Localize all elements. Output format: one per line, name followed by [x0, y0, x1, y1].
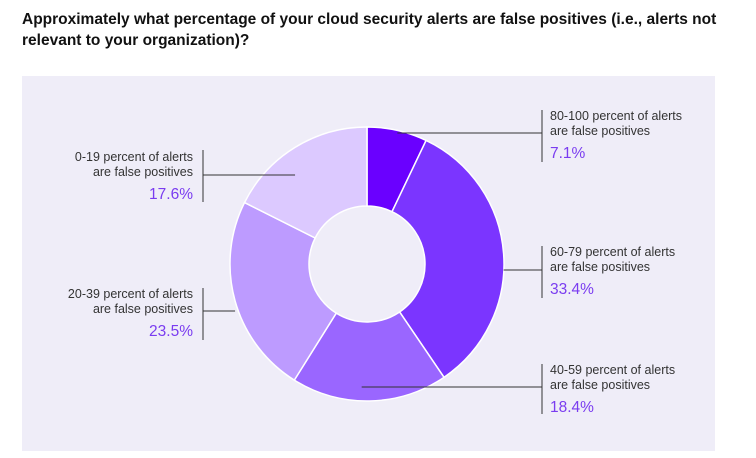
slice-label-2-line-1: are false positives	[550, 378, 650, 392]
slice-label-1-line-1: are false positives	[550, 260, 650, 274]
slice-label-1-line-0: 60-79 percent of alerts	[550, 245, 675, 259]
donut-slice-4	[243, 126, 368, 240]
slice-value-3: 23.5%	[149, 323, 193, 340]
slice-value-1: 33.4%	[550, 281, 594, 298]
donut-slice-1	[391, 139, 505, 379]
donut-slice-2	[293, 310, 446, 402]
slice-label-4-line-1: are false positives	[93, 165, 193, 179]
slice-label-3-line-1: are false positives	[93, 302, 193, 316]
chart-title: Approximately what percentage of your cl…	[22, 11, 717, 49]
slice-label-4-line-0: 0-19 percent of alerts	[75, 150, 193, 164]
slice-value-0: 7.1%	[550, 145, 586, 162]
slice-label-3-line-0: 20-39 percent of alerts	[68, 287, 193, 301]
slice-value-2: 18.4%	[550, 399, 594, 416]
slice-label-0-line-1: are false positives	[550, 124, 650, 138]
slice-label-2-line-0: 40-59 percent of alerts	[550, 363, 675, 377]
slice-label-0-line-0: 80-100 percent of alerts	[550, 109, 682, 123]
donut-slice-3	[229, 201, 338, 382]
slice-value-4: 17.6%	[149, 186, 193, 203]
